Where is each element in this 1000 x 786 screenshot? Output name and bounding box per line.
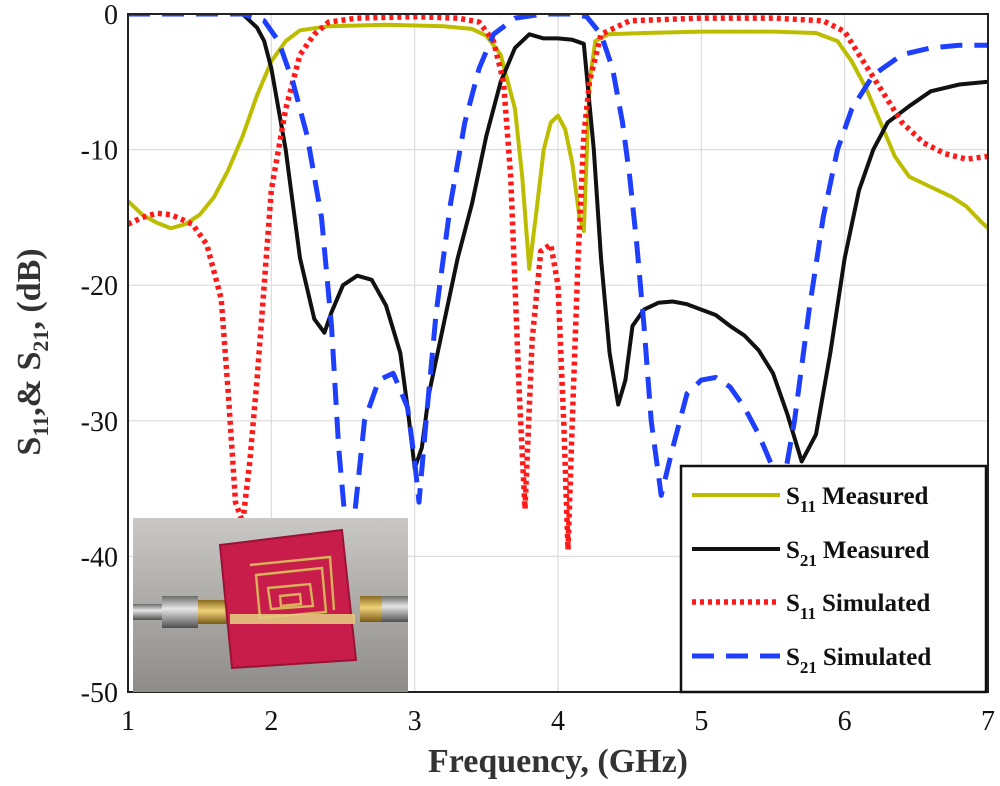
x-tick-label: 6 [838, 706, 852, 737]
y-tick-label: -10 [81, 136, 118, 167]
legend-label: S21 Simulated [786, 644, 931, 677]
legend-label: S11 Simulated [786, 590, 930, 623]
x-tick-label: 4 [551, 706, 565, 737]
x-tick-label: 5 [694, 706, 708, 737]
y-tick-label: -40 [81, 542, 118, 573]
series-line-s11-measured [128, 22, 988, 271]
y-tick-labels: 0 -10 -20 -30 -40 -50 [81, 0, 118, 709]
x-tick-label: 2 [264, 706, 278, 737]
x-tick-label: 3 [408, 706, 422, 737]
legend: S11 Measured S21 Measured S11 Simulated S21 Sim… [679, 464, 988, 694]
legend-label: S11 Measured [786, 483, 929, 516]
series-layer [128, 14, 988, 553]
x-tick-label: 7 [981, 706, 995, 737]
series-line-s21-simulated [128, 14, 988, 532]
y-tick-label: -30 [81, 407, 118, 438]
y-tick-label: -20 [81, 271, 118, 302]
x-tick-labels: 1 2 3 4 5 6 7 [121, 706, 995, 737]
y-tick-label: -50 [81, 678, 118, 709]
x-axis-label: Frequency, (GHz) [428, 743, 688, 780]
legend-label: S21 Measured [786, 537, 929, 570]
x-tick-label: 1 [121, 706, 135, 737]
y-tick-label: 0 [104, 0, 118, 31]
plot-frame [127, 13, 989, 693]
filter-prototype-photo [133, 518, 408, 692]
series-line-s11-simulated [128, 14, 988, 553]
y-axis-label: S11,& S21, (dB) [11, 248, 53, 455]
